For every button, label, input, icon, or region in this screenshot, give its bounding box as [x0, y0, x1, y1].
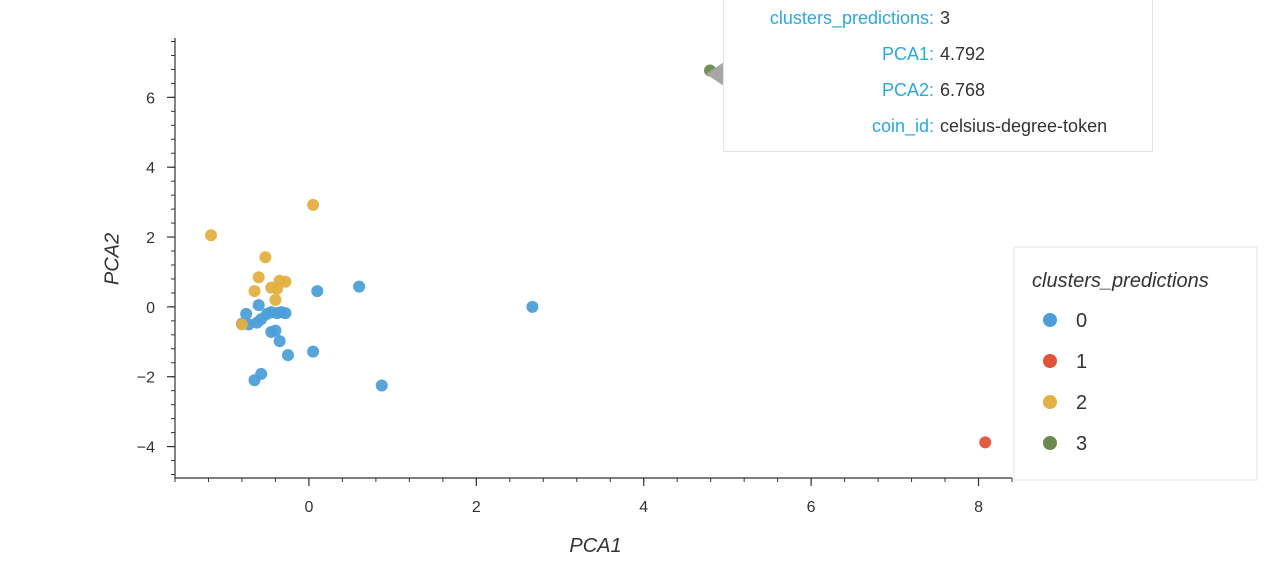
y-tick-label: 2 — [146, 230, 155, 247]
legend-label[interactable]: 1 — [1076, 351, 1087, 373]
y-tick-label: 4 — [146, 160, 155, 177]
legend-swatch-0[interactable] — [1043, 313, 1057, 327]
legend-label[interactable]: 3 — [1076, 433, 1087, 455]
data-point-cluster-0[interactable] — [353, 280, 366, 293]
tooltip-row-cluster: clusters_predictions: 3 — [724, 5, 1152, 31]
tooltip-row-coin-id: coin_id: celsius-degree-token — [724, 113, 1152, 139]
data-point-cluster-2[interactable] — [269, 293, 282, 306]
legend-title: clusters_predictions — [1032, 270, 1209, 292]
y-tick-label: −2 — [137, 370, 155, 387]
tooltip-value: celsius-degree-token — [940, 116, 1108, 136]
tooltip-key: clusters_predictions: — [769, 8, 934, 28]
legend-swatch-1[interactable] — [1043, 354, 1057, 368]
y-axis-title: PCA2 — [101, 233, 123, 285]
tooltip-value: 6.768 — [940, 80, 986, 100]
x-axis-title: PCA1 — [569, 535, 621, 557]
data-point-cluster-0[interactable] — [311, 285, 324, 298]
tooltip-row-pca2: PCA2: 6.768 — [724, 77, 1152, 103]
hover-tooltip: clusters_predictions: 3 PCA1: 4.792 PCA2… — [723, 0, 1153, 152]
data-point-cluster-0[interactable] — [279, 307, 292, 320]
tooltip-key: PCA1: — [881, 44, 934, 64]
legend-label[interactable]: 0 — [1076, 310, 1087, 332]
y-tick-label: 0 — [146, 300, 155, 317]
data-point-cluster-2[interactable] — [307, 198, 320, 211]
data-point-cluster-0[interactable] — [281, 349, 294, 362]
data-point-cluster-0[interactable] — [273, 335, 286, 348]
x-tick-label: 2 — [472, 499, 481, 516]
x-tick-label: 0 — [304, 499, 313, 516]
data-point-cluster-0[interactable] — [240, 307, 253, 320]
y-tick-label: −4 — [137, 440, 155, 457]
tooltip-value: 4.792 — [940, 44, 986, 64]
x-tick-label: 6 — [807, 499, 816, 516]
data-point-cluster-2[interactable] — [279, 275, 292, 288]
data-point-cluster-0[interactable] — [375, 379, 388, 392]
legend-swatch-2[interactable] — [1043, 395, 1057, 409]
data-point-cluster-0[interactable] — [255, 367, 268, 380]
data-point-cluster-0[interactable] — [526, 300, 539, 313]
data-point-cluster-0[interactable] — [252, 299, 265, 312]
legend: clusters_predictions 0 1 2 3 — [1013, 246, 1258, 481]
data-point-cluster-2[interactable] — [259, 251, 272, 264]
data-point-cluster-2[interactable] — [235, 318, 248, 331]
data-point-cluster-0[interactable] — [307, 345, 320, 358]
y-tick-label: 6 — [146, 90, 155, 107]
x-tick-label: 4 — [639, 499, 648, 516]
data-point-cluster-0[interactable] — [269, 324, 282, 337]
data-point-cluster-2[interactable] — [252, 271, 265, 284]
tooltip-row-pca1: PCA1: 4.792 — [724, 41, 1152, 67]
legend-label[interactable]: 2 — [1076, 392, 1087, 414]
tooltip-value: 3 — [940, 8, 951, 28]
data-point-cluster-2[interactable] — [248, 285, 261, 298]
tooltip-key: PCA2: — [881, 80, 934, 100]
x-tick-label: 8 — [974, 499, 983, 516]
axes: 0 2 4 6 8 −4 −2 0 2 4 6 PCA1 PCA2 — [101, 38, 1013, 557]
data-point-cluster-2[interactable] — [204, 229, 217, 242]
data-point-cluster-1[interactable] — [979, 436, 992, 449]
tooltip-key: coin_id: — [871, 116, 934, 136]
legend-swatch-3[interactable] — [1043, 436, 1057, 450]
tooltip-pointer-icon — [706, 62, 724, 86]
